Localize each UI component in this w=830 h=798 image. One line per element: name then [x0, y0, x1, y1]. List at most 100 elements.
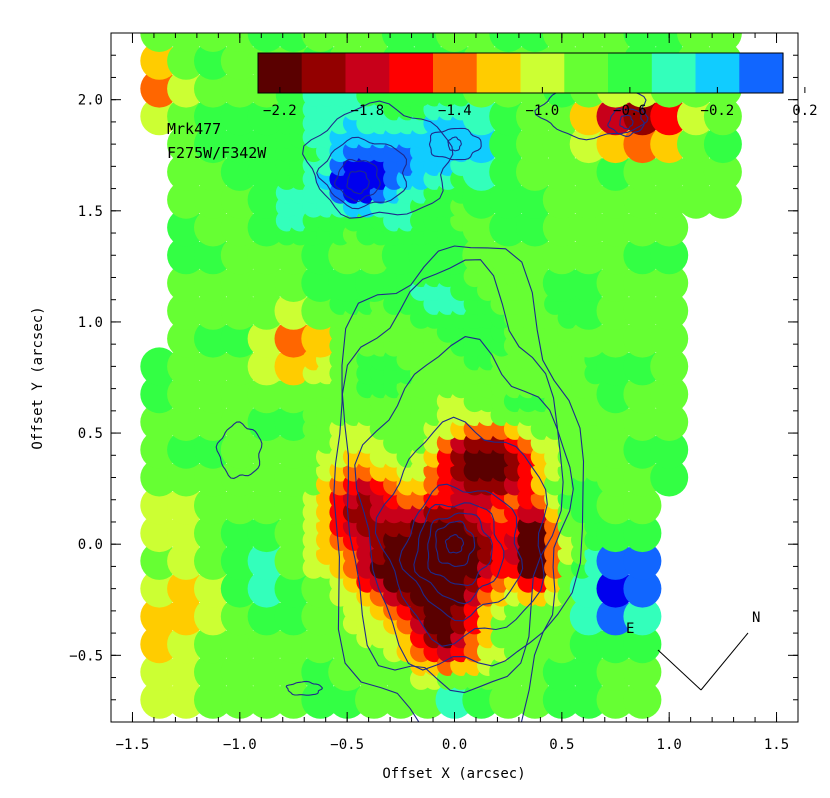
heatmap-cell: [489, 97, 528, 136]
heatmap-cell: [677, 180, 715, 219]
colorbar-swatch: [476, 53, 521, 93]
heatmap-cell: [703, 180, 742, 219]
heatmap-cell: [247, 264, 286, 302]
heatmap-cell: [328, 264, 367, 302]
heatmap-cell: [194, 541, 232, 580]
heatmap-cell: [274, 319, 313, 358]
colorbar-swatch: [564, 53, 609, 93]
heatmap-cell: [489, 653, 528, 691]
x-tick-label: 1.0: [657, 737, 682, 753]
heatmap-cell: [569, 152, 608, 191]
heatmap-cell: [301, 236, 340, 275]
heatmap-cell: [167, 180, 206, 219]
heatmap-cell: [220, 458, 259, 497]
heatmap-cell: [623, 430, 662, 469]
heatmap-cell: [220, 430, 259, 469]
axis-ticks: −1.5 −1.0 −0.5 0.0 0.5 1.0 1.5 −0.5 0.0 0.5 1.0 1.5…: [69, 33, 798, 753]
heatmap-cell: [462, 236, 501, 275]
contour-line: [428, 127, 482, 161]
heatmap-cell: [569, 125, 608, 164]
heatmap-cell: [489, 152, 528, 191]
heatmap-cell: [569, 680, 608, 719]
heatmap-cell: [220, 541, 259, 580]
heatmap-cell: [194, 403, 232, 441]
heatmap-cell: [247, 291, 286, 330]
y-tick-label: 0.0: [78, 537, 103, 553]
heatmap-cell: [355, 236, 393, 275]
compass-east-label: E: [626, 621, 634, 637]
heatmap-cell: [569, 180, 608, 219]
heatmap-cell: [274, 625, 313, 664]
heatmap-cell: [140, 430, 179, 469]
heatmap-cell: [220, 41, 259, 80]
heatmap-cell: [247, 458, 286, 497]
heatmap-cell: [623, 569, 662, 608]
contour-line: [341, 259, 564, 694]
heatmap-cell: [140, 486, 179, 525]
heatmap-cell: [623, 291, 662, 330]
heatmap-cell: [220, 569, 259, 608]
filter-ratio-label: F275W/F342W: [167, 144, 267, 162]
heatmap-cell: [408, 236, 447, 275]
heatmap-cell: [516, 125, 554, 164]
x-tick-label: −0.5: [330, 737, 364, 753]
contour-line: [285, 680, 323, 696]
heatmap-cell: [247, 569, 286, 608]
contour-line: [316, 136, 408, 210]
heatmap-cell: [703, 97, 742, 136]
colorbar-tick-label: −2.2: [263, 103, 297, 119]
heatmap-cell: [650, 208, 689, 247]
heatmap-cell: [194, 236, 232, 275]
contour-line: [354, 336, 574, 671]
heatmap-cell: [596, 680, 635, 719]
heatmap-cell: [220, 319, 259, 358]
heatmap-cell: [220, 375, 259, 414]
heatmap-cell: [167, 69, 206, 108]
heatmap-cell: [596, 375, 635, 414]
compass-north-label: N: [752, 610, 760, 626]
heatmap-cell: [194, 125, 232, 164]
heatmap-cell: [650, 264, 689, 302]
y-tick-label: −0.5: [69, 648, 103, 664]
heatmap-cell: [247, 680, 286, 719]
colorbar-swatch: [301, 53, 346, 93]
heatmap-cell: [194, 41, 232, 80]
heatmap-cell: [542, 680, 581, 719]
heatmap-cell: [220, 347, 259, 386]
object-label: Mrk477: [167, 120, 221, 138]
heatmap-cell: [301, 680, 340, 719]
heatmap-cells: [140, 33, 742, 719]
heatmap-cell: [489, 208, 528, 247]
heatmap-cell: [542, 264, 581, 302]
heatmap-cell: [623, 180, 662, 219]
heatmap-cell: [247, 514, 286, 553]
heatmap-cell: [194, 264, 232, 302]
heatmap-cell: [569, 236, 608, 275]
heatmap-cell: [220, 125, 259, 164]
x-tick-label: −1.5: [116, 737, 150, 753]
heatmap-cell: [167, 97, 206, 136]
heatmap-cell: [140, 458, 179, 497]
heatmap-cell: [140, 69, 179, 108]
heatmap-cell: [596, 597, 635, 636]
heatmap-cell: [247, 236, 286, 275]
heatmap-cell: [274, 264, 313, 302]
heatmap-cell: [623, 375, 662, 414]
colorbar-swatch: [433, 53, 478, 93]
contour-line: [444, 534, 465, 554]
heatmap-cell: [220, 291, 259, 330]
heatmap-cell: [355, 680, 393, 719]
heatmap-cell: [596, 653, 635, 691]
heatmap-cell: [167, 152, 206, 191]
heatmap-cell: [247, 319, 286, 358]
heatmap-cell: [623, 208, 662, 247]
heatmap-cell: [677, 97, 715, 136]
heatmap-cell: [569, 653, 608, 691]
heatmap-cell: [355, 653, 393, 691]
colorbar-tick-label: −1.8: [351, 103, 385, 119]
heatmap-cell: [220, 97, 259, 136]
heatmap-cell: [247, 375, 286, 414]
heatmap-cell: [650, 430, 689, 469]
